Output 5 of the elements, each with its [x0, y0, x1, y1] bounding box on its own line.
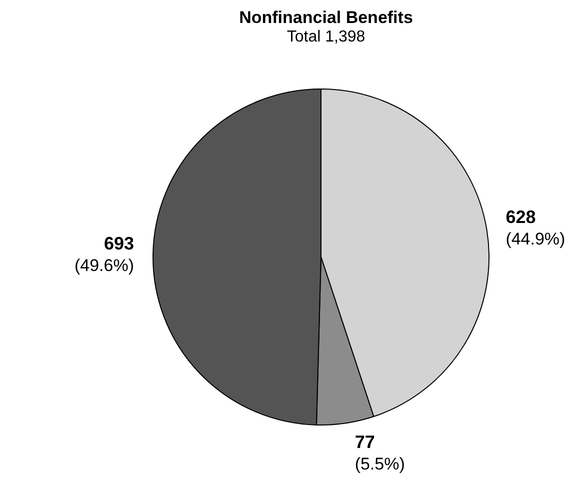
chart-subtitle: Total 1,398	[286, 28, 366, 46]
data-label: 628 (44.9%)	[506, 207, 566, 249]
data-label: 693 (49.6%)	[74, 234, 134, 276]
chart-title: Nonfinancial Benefits	[239, 8, 413, 27]
data-label: 77 (5.5%)	[354, 432, 405, 474]
